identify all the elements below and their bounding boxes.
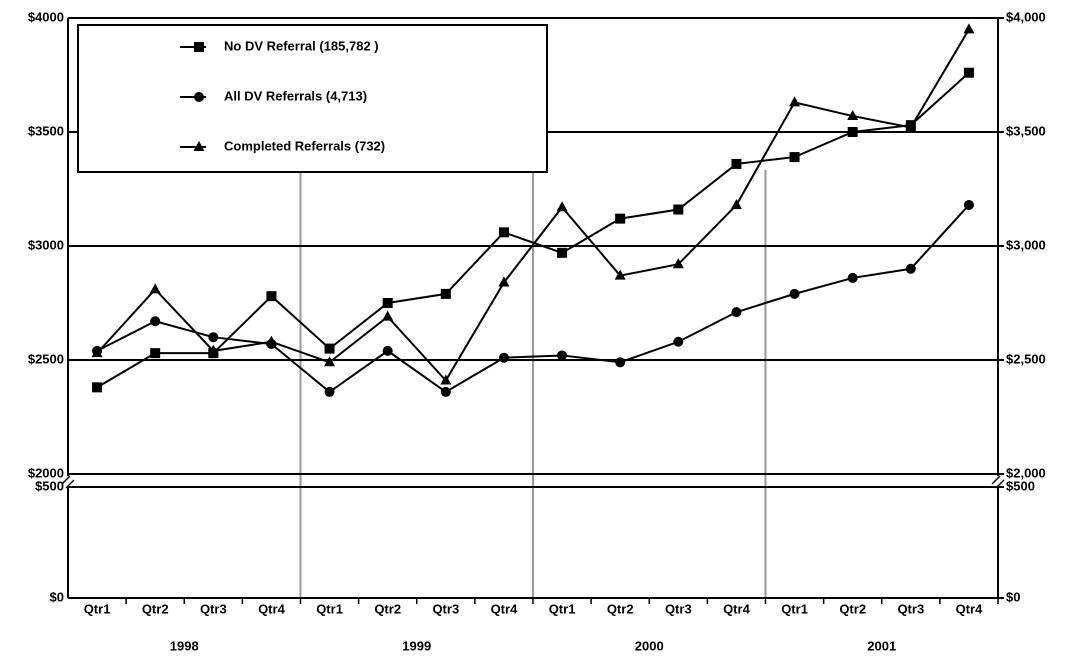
y-tick-label: $2000 [28,465,64,480]
marker-square [731,158,742,169]
marker-square [498,227,509,238]
year-label: 1999 [402,638,431,653]
x-tick-label: Qtr3 [665,601,692,616]
y2-tick-label: $0 [1006,589,1020,604]
x-tick-label: Qtr1 [781,601,808,616]
marker-triangle [614,269,626,280]
x-tick-label: Qtr4 [491,601,519,616]
x-tick-label: Qtr1 [316,601,343,616]
marker-circle [905,263,916,274]
marker-triangle [440,374,452,385]
marker-circle [673,336,684,347]
y2-tick-label: $3,000 [1006,237,1046,252]
marker-triangle [265,335,277,346]
marker-triangle [905,121,917,132]
marker-triangle [672,258,684,269]
marker-circle [382,345,393,356]
year-label: 1998 [170,638,199,653]
y-tick-label: $3500 [28,123,64,138]
marker-circle [615,357,626,368]
marker-square [847,127,858,137]
marker-triangle [207,344,219,355]
marker-square [963,67,974,78]
series-line [96,204,970,394]
x-tick-label: Qtr4 [956,601,984,616]
marker-circle [847,272,858,283]
legend-label: All DV Referrals (4,713) [224,88,367,103]
marker-triangle [730,198,742,209]
marker-triangle [789,96,801,107]
marker-square [382,298,393,308]
marker-square [92,382,103,393]
marker-triangle [149,283,161,294]
marker-triangle [556,201,568,212]
x-tick-label: Qtr4 [723,601,751,616]
marker-square [615,213,626,224]
marker-circle [731,307,742,318]
year-label: 2000 [635,638,664,653]
x-tick-label: Qtr2 [607,601,634,616]
series-line [96,28,970,383]
x-tick-label: Qtr2 [374,601,401,616]
marker-circle [789,288,800,299]
x-tick-label: Qtr1 [549,601,576,616]
marker-circle [963,199,974,210]
marker-triangle [847,110,859,121]
marker-square [324,343,335,354]
marker-circle [498,352,509,363]
marker-square [266,291,277,302]
y2-tick-label: $4,000 [1006,9,1046,24]
marker-triangle [324,356,336,367]
marker-square [557,247,568,258]
y2-tick-label: $2,500 [1006,351,1046,366]
y-tick-label: $4000 [28,9,64,24]
x-tick-label: Qtr2 [839,601,866,616]
marker-triangle [498,276,510,287]
y-tick-label: $500 [35,478,64,493]
marker-triangle [91,347,103,358]
axis-break [58,475,1008,489]
x-tick-label: Qtr3 [897,601,924,616]
marker-circle [440,386,451,397]
y-tick-label: $0 [50,589,64,604]
x-tick-label: Qtr3 [200,601,227,616]
marker-triangle [193,141,205,151]
marker-circle [150,316,161,327]
x-tick-label: Qtr1 [84,601,111,616]
y2-tick-label: $3,500 [1006,123,1046,138]
marker-circle [324,386,335,397]
legend: No DV Referral (185,782 ) All DV Referral… [77,24,548,173]
marker-triangle [382,310,394,321]
marker-square [789,152,800,163]
marker-square [194,42,204,52]
marker-square [673,204,684,215]
y-tick-label: $3000 [28,237,64,252]
marker-triangle [963,23,975,34]
year-label: 2001 [867,638,896,653]
marker-square [150,348,161,359]
marker-circle [557,350,568,361]
marker-circle [194,92,204,102]
y-tick-label: $2500 [28,351,64,366]
x-tick-label: Qtr4 [258,601,286,616]
legend-label: Completed Referrals (732) [224,138,385,153]
series-line [96,71,970,389]
x-tick-label: Qtr2 [142,601,169,616]
marker-square [440,288,451,299]
x-tick-label: Qtr3 [432,601,459,616]
legend-box [77,24,548,173]
y2-tick-label: $500 [1006,478,1035,493]
legend-label: No DV Referral (185,782 ) [224,38,379,53]
marker-circle [208,332,219,343]
y2-tick-label: $2,000 [1006,465,1046,480]
